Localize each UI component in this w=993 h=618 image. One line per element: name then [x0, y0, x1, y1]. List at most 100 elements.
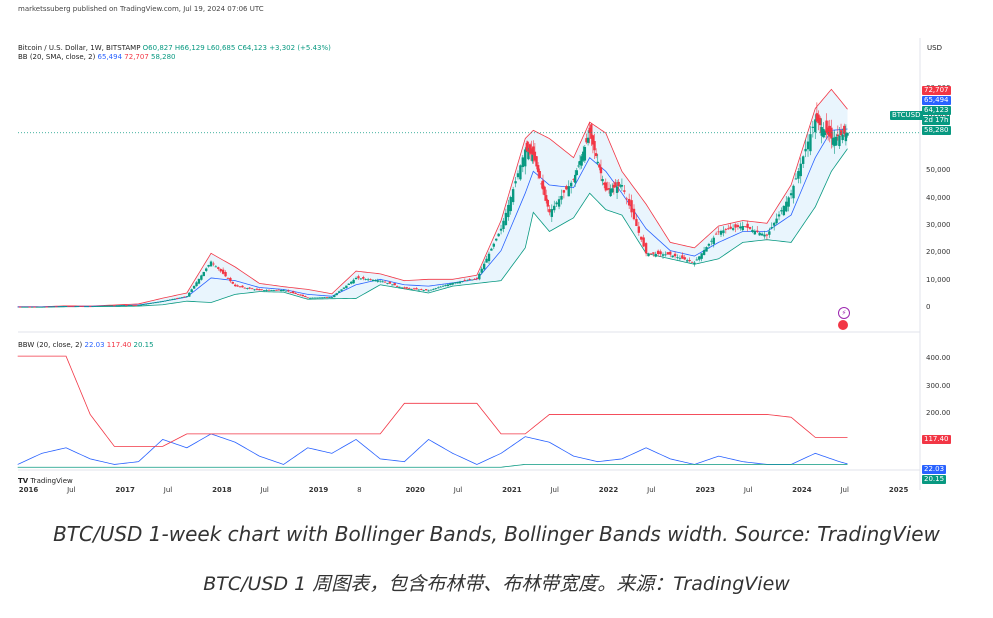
ohlc-close: C64,123: [237, 44, 267, 52]
candle-body: [538, 171, 541, 178]
candle-body: [710, 240, 713, 242]
candle-body: [780, 210, 783, 212]
candle-body: [144, 303, 147, 305]
candle-body: [782, 205, 786, 216]
candle-body: [815, 113, 819, 122]
candle-body: [18, 306, 22, 308]
candle-body: [263, 290, 266, 291]
candle-body: [52, 306, 56, 308]
candle-body: [451, 282, 454, 285]
candle-body: [241, 285, 244, 288]
candle-body: [690, 261, 694, 263]
candle-body: [175, 298, 179, 299]
flag-icon[interactable]: [838, 320, 848, 330]
candle-body: [617, 181, 620, 187]
candle-body: [23, 306, 27, 308]
candle-body: [794, 178, 798, 180]
candle-body: [828, 125, 831, 137]
price-tick-label: 20,000: [926, 248, 951, 257]
price-tick-label: 0: [926, 303, 931, 311]
candle-body: [530, 148, 533, 154]
candle-body: [40, 306, 44, 308]
candle-body: [635, 219, 638, 226]
candle-body: [659, 251, 662, 255]
candle-body: [632, 208, 636, 220]
candle-body: [590, 124, 593, 139]
candle-body: [746, 223, 749, 228]
candle-body: [439, 286, 442, 288]
candle-body: [395, 286, 399, 287]
candle-body: [190, 289, 193, 293]
bb-legend: BB (20, SMA, close, 2) 65,494 72,707 58,…: [18, 53, 176, 61]
candle-body: [294, 293, 297, 294]
candle-body: [110, 305, 114, 307]
price-tick-label: 10,000: [926, 275, 951, 284]
candle-body: [139, 304, 143, 306]
candle-body: [67, 306, 70, 307]
candle-body: [664, 254, 667, 256]
candle-body: [219, 268, 222, 272]
candle-body: [758, 232, 761, 236]
candle-body: [369, 278, 372, 280]
candle-body: [536, 165, 540, 173]
time-tick-label: Jul: [743, 486, 753, 494]
candle-body: [30, 306, 34, 308]
bbw-tag-upper: 117.40: [922, 435, 951, 444]
brand-text: TradingView: [30, 477, 73, 485]
candle-body: [173, 298, 176, 300]
candle-body: [572, 178, 575, 180]
candle-body: [594, 153, 598, 157]
candle-body: [620, 185, 624, 187]
candle-body: [714, 233, 718, 235]
candle-body: [33, 306, 36, 308]
candle-body: [763, 234, 766, 237]
candle-body: [751, 229, 754, 232]
candle-body: [540, 183, 543, 185]
lightning-icon[interactable]: ⚡: [838, 307, 850, 319]
time-tick-label: 2024: [792, 486, 812, 494]
candle-body: [707, 243, 711, 246]
candle-body: [652, 252, 655, 254]
bbw-tick-label: 300.00: [926, 381, 951, 390]
candle-body: [839, 130, 843, 136]
candle-body: [200, 275, 203, 280]
candle-body: [340, 289, 343, 291]
candle-body: [560, 195, 563, 200]
candle-body: [410, 288, 413, 290]
candle-body: [84, 306, 87, 308]
bbw-value-3: 20.15: [133, 341, 154, 349]
chart-canvas[interactable]: [0, 0, 993, 520]
candle-body: [366, 279, 370, 281]
candle-body: [789, 193, 793, 196]
candle-body: [461, 281, 464, 283]
candle-body: [267, 289, 271, 291]
candle-body: [777, 214, 781, 217]
candle-body: [441, 285, 445, 287]
time-tick-label: 2022: [598, 486, 619, 494]
candle-body: [379, 280, 382, 282]
candle-body: [35, 306, 39, 308]
candle-body: [59, 306, 63, 308]
candle-body: [739, 226, 742, 229]
candle-body: [770, 227, 773, 229]
candle-body: [388, 281, 392, 284]
candle-body: [296, 294, 300, 296]
candle-body: [101, 305, 104, 307]
candle-body: [429, 289, 433, 291]
candle-body: [427, 290, 430, 292]
caption-zh: BTC/USD 1 周图表，包含布林带、布林带宽度。来源：TradingView: [203, 573, 790, 595]
candle-body: [275, 289, 278, 291]
candle-body: [270, 290, 273, 291]
candle-body: [301, 294, 305, 297]
candle-body: [528, 144, 532, 153]
price-tick-label: 70,000: [926, 112, 951, 120]
candle-body: [103, 305, 106, 307]
candle-body: [722, 230, 725, 234]
time-tick-label: Jul: [550, 486, 559, 494]
candle-body: [527, 151, 530, 160]
candle-body: [548, 209, 551, 213]
candle-body: [207, 265, 210, 267]
candle-body: [412, 288, 416, 290]
candle-body: [604, 182, 607, 191]
ohlc-high: H66,129: [174, 44, 205, 52]
